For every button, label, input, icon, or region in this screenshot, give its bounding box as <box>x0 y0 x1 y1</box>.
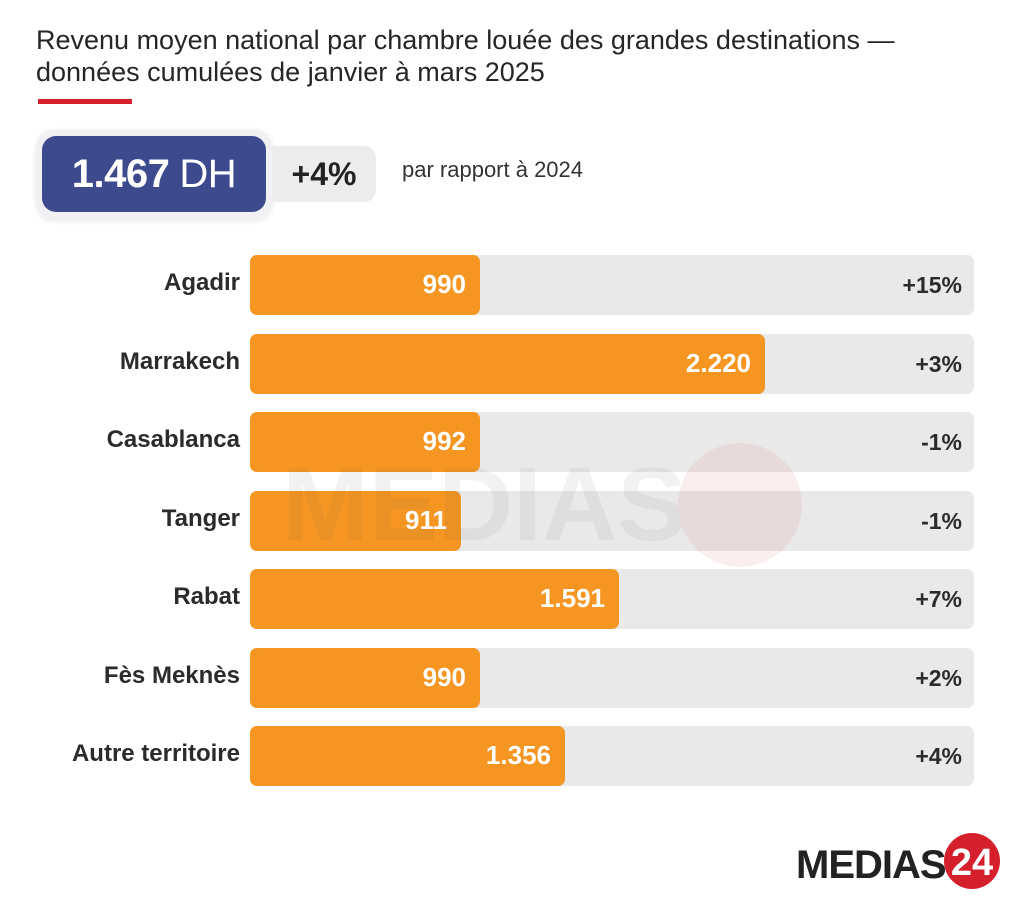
bar <box>250 491 461 551</box>
change-label: +2% <box>915 665 962 691</box>
category-label: Marrakech <box>119 348 240 375</box>
bar-row: Tanger 911 -1% <box>0 491 1024 551</box>
title-accent-line <box>38 99 132 104</box>
change-label: -1% <box>921 508 962 534</box>
kpi-value-frame: 1.467 DH <box>36 130 272 220</box>
bar-row: Marrakech 2.220 +3% <box>0 334 1024 394</box>
kpi-card: 1.467 DH +4% <box>36 130 378 220</box>
bar-value-label: 990 <box>422 269 466 299</box>
logo-number: 24 <box>951 842 993 884</box>
kpi-unit: DH <box>179 151 237 196</box>
change-label: +4% <box>915 743 962 769</box>
bar-row: Rabat 1.591 +7% <box>0 569 1024 629</box>
category-label: Rabat <box>173 583 240 610</box>
logo-circle <box>944 833 1000 889</box>
bar-value-label: 2.220 <box>685 348 751 378</box>
kpi-note: par rapport à 2024 <box>402 157 584 182</box>
category-label: Fès Meknès <box>103 662 240 689</box>
kpi-change: +4% <box>272 146 376 202</box>
medias24-logo: MEDIAS 24 <box>796 833 1000 889</box>
category-label: Casablanca <box>106 426 240 453</box>
change-label: -1% <box>921 429 962 455</box>
bar-value-label: 990 <box>422 662 466 692</box>
bar <box>250 412 480 472</box>
bar-value-label: 1.356 <box>485 740 551 770</box>
logo-text: MEDIAS <box>796 843 946 887</box>
category-label: Autre territoire <box>71 740 240 767</box>
change-label: +7% <box>915 586 962 612</box>
change-label: +3% <box>915 351 962 377</box>
bar-value-label: 1.591 <box>539 583 605 613</box>
change-label: +15% <box>902 272 962 298</box>
bar <box>250 648 480 708</box>
chart-title: Revenu moyen national par chambre louée … <box>36 25 895 87</box>
bar-row: Autre territoire 1.356 +4% <box>0 726 1024 786</box>
bar <box>250 726 565 786</box>
bar <box>250 255 480 315</box>
bar-row: Fès Meknès 990 +2% <box>0 648 1024 708</box>
bar <box>250 569 619 629</box>
kpi-value-box: 1.467 DH <box>42 136 266 212</box>
category-label: Agadir <box>163 269 240 296</box>
category-label: Tanger <box>161 505 240 532</box>
bar-row: Agadir 990 +15% <box>0 255 1024 315</box>
bar <box>250 334 765 394</box>
bar-value-label: 992 <box>422 426 466 456</box>
bar-row: Casablanca 992 -1% <box>0 412 1024 472</box>
kpi-value: 1.467 <box>71 151 170 196</box>
bar-value-label: 911 <box>405 505 447 535</box>
